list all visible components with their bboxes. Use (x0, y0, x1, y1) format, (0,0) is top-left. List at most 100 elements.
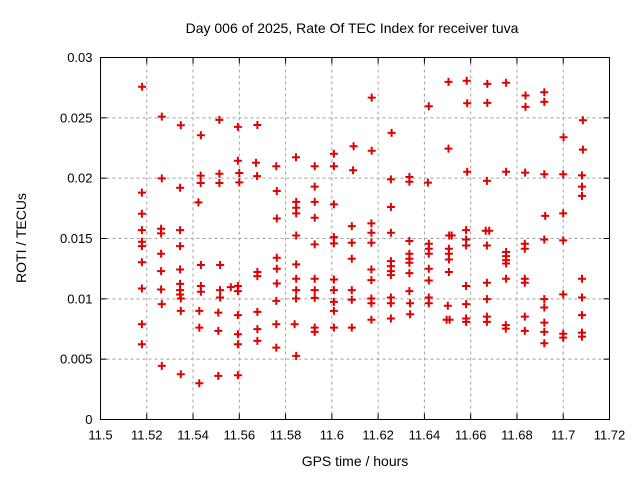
data-point (214, 371, 223, 380)
data-point (349, 142, 358, 151)
data-point (578, 182, 586, 191)
y-tick-label: 0.025 (60, 110, 93, 125)
data-point (137, 284, 146, 293)
data-point (559, 236, 568, 245)
data-point (405, 258, 414, 267)
data-point (424, 299, 433, 308)
data-point (137, 242, 146, 251)
data-point (196, 131, 205, 140)
data-point (367, 315, 376, 324)
data-point (215, 179, 224, 187)
data-point (424, 264, 433, 273)
data-point (329, 297, 338, 306)
data-point (272, 279, 281, 288)
data-point (292, 153, 300, 162)
x-tick-label: 11.64 (409, 428, 441, 443)
data-point (329, 286, 338, 295)
data-point (214, 308, 223, 317)
data-point (502, 274, 511, 283)
data-point (578, 311, 586, 320)
data-point (235, 169, 244, 177)
data-point (176, 306, 185, 315)
data-point (253, 121, 262, 129)
data-point (540, 327, 549, 336)
x-tick-label: 11.54 (177, 428, 209, 443)
data-point (520, 244, 529, 253)
data-point (386, 299, 395, 308)
data-point (226, 283, 235, 292)
data-point (445, 315, 454, 324)
data-point (386, 203, 395, 211)
data-point (424, 249, 433, 258)
data-point (367, 146, 376, 155)
data-point (483, 98, 492, 107)
data-point (290, 320, 299, 329)
data-point (463, 99, 472, 108)
data-point (310, 240, 319, 249)
data-point (176, 121, 185, 130)
data-point (137, 188, 146, 197)
data-point (176, 370, 185, 379)
data-point (386, 314, 395, 323)
x-tick-label: 11.56 (224, 428, 256, 443)
data-point (329, 239, 338, 248)
data-point (196, 171, 205, 180)
data-point (233, 330, 242, 339)
data-point (578, 191, 586, 200)
data-point (233, 122, 242, 131)
data-point (502, 78, 511, 87)
data-point (559, 170, 568, 179)
data-point (578, 293, 586, 302)
data-point (310, 162, 319, 171)
x-tick-label: 11.58 (270, 428, 302, 443)
data-point (347, 323, 356, 332)
data-point (272, 296, 281, 305)
data-point (386, 175, 395, 184)
data-point (559, 333, 568, 342)
x-tick-label: 11.7 (551, 428, 575, 443)
data-point (272, 264, 281, 273)
data-point (578, 116, 587, 125)
data-point (482, 278, 491, 287)
data-point (444, 144, 453, 153)
data-point (235, 178, 244, 187)
data-point (195, 379, 204, 388)
data-point (521, 91, 530, 100)
data-point (540, 235, 549, 244)
data-point (559, 290, 568, 299)
data-point (194, 198, 203, 207)
x-axis-label: GPS time / hours (302, 453, 409, 469)
data-point (367, 228, 376, 237)
data-point (310, 182, 319, 191)
data-point (485, 226, 494, 235)
x-tick-label: 11.52 (131, 428, 163, 443)
y-tick-label: 0.03 (67, 50, 92, 65)
data-point (520, 312, 529, 321)
data-point (253, 307, 262, 316)
data-point (157, 300, 166, 309)
data-point (157, 112, 166, 121)
x-tick-label: 11.66 (455, 428, 487, 443)
data-point (578, 145, 587, 154)
data-point (310, 274, 319, 283)
data-point (253, 325, 262, 334)
data-point (387, 128, 396, 137)
data-point (195, 323, 204, 332)
data-point (444, 255, 453, 264)
data-point (292, 260, 301, 269)
data-point (405, 177, 414, 186)
data-point (483, 79, 492, 88)
data-point (406, 310, 415, 319)
x-tick-label: 11.62 (362, 428, 394, 443)
data-point (233, 340, 242, 349)
data-point (196, 261, 205, 269)
data-point (196, 179, 205, 187)
data-point (540, 339, 549, 348)
data-point (137, 226, 146, 235)
data-point (520, 326, 529, 335)
data-point (157, 249, 166, 258)
data-point (292, 274, 301, 283)
data-point (310, 286, 319, 295)
data-point (310, 213, 319, 222)
data-point (447, 231, 456, 240)
